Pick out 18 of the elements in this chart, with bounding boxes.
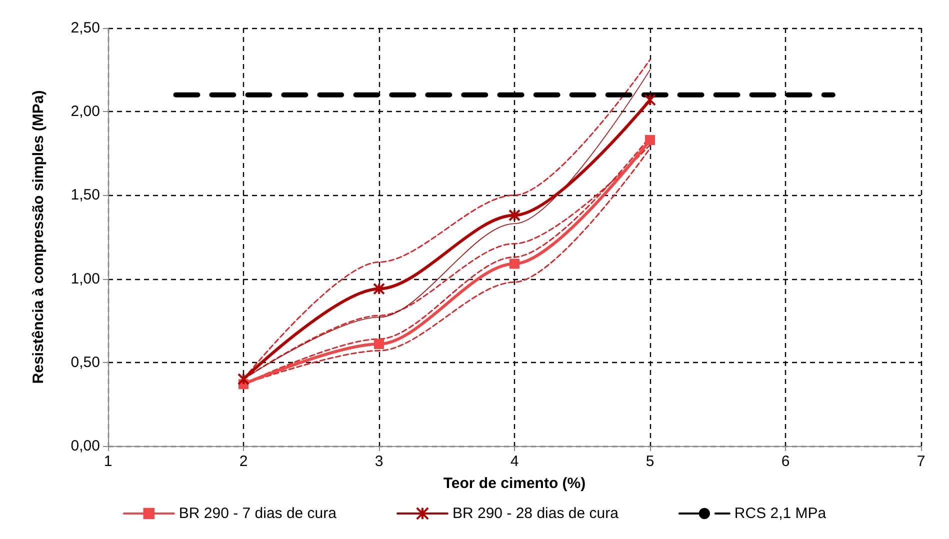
y-tick-label: 1,50 bbox=[70, 186, 100, 204]
x-tick-label: 1 bbox=[104, 453, 112, 470]
y-tick-label: 2,00 bbox=[70, 103, 100, 120]
x-tick-label: 7 bbox=[916, 453, 926, 470]
y-axis-title: Resistência à compressão simples (MPa) bbox=[30, 90, 47, 384]
y-tick-label: 2,50 bbox=[70, 20, 100, 36]
x-tick-label: 5 bbox=[646, 453, 654, 470]
legend-label: BR 290 - 7 dias de cura bbox=[178, 505, 338, 522]
y-tick-label: 0,50 bbox=[70, 354, 100, 371]
x-axis-title: Teor de cimento (%) bbox=[443, 475, 586, 492]
legend-label: RCS 2,1 MPa bbox=[734, 505, 827, 522]
x-tick-label: 6 bbox=[781, 453, 790, 470]
x-tick-label: 3 bbox=[374, 453, 384, 470]
legend-label: BR 290 - 28 dias de cura bbox=[452, 505, 620, 522]
x-tick-label: 4 bbox=[510, 453, 519, 470]
y-tick-label: 0,00 bbox=[70, 438, 100, 454]
y-tick-label: 1,00 bbox=[70, 270, 100, 288]
x-tick-label: 2 bbox=[239, 453, 248, 470]
